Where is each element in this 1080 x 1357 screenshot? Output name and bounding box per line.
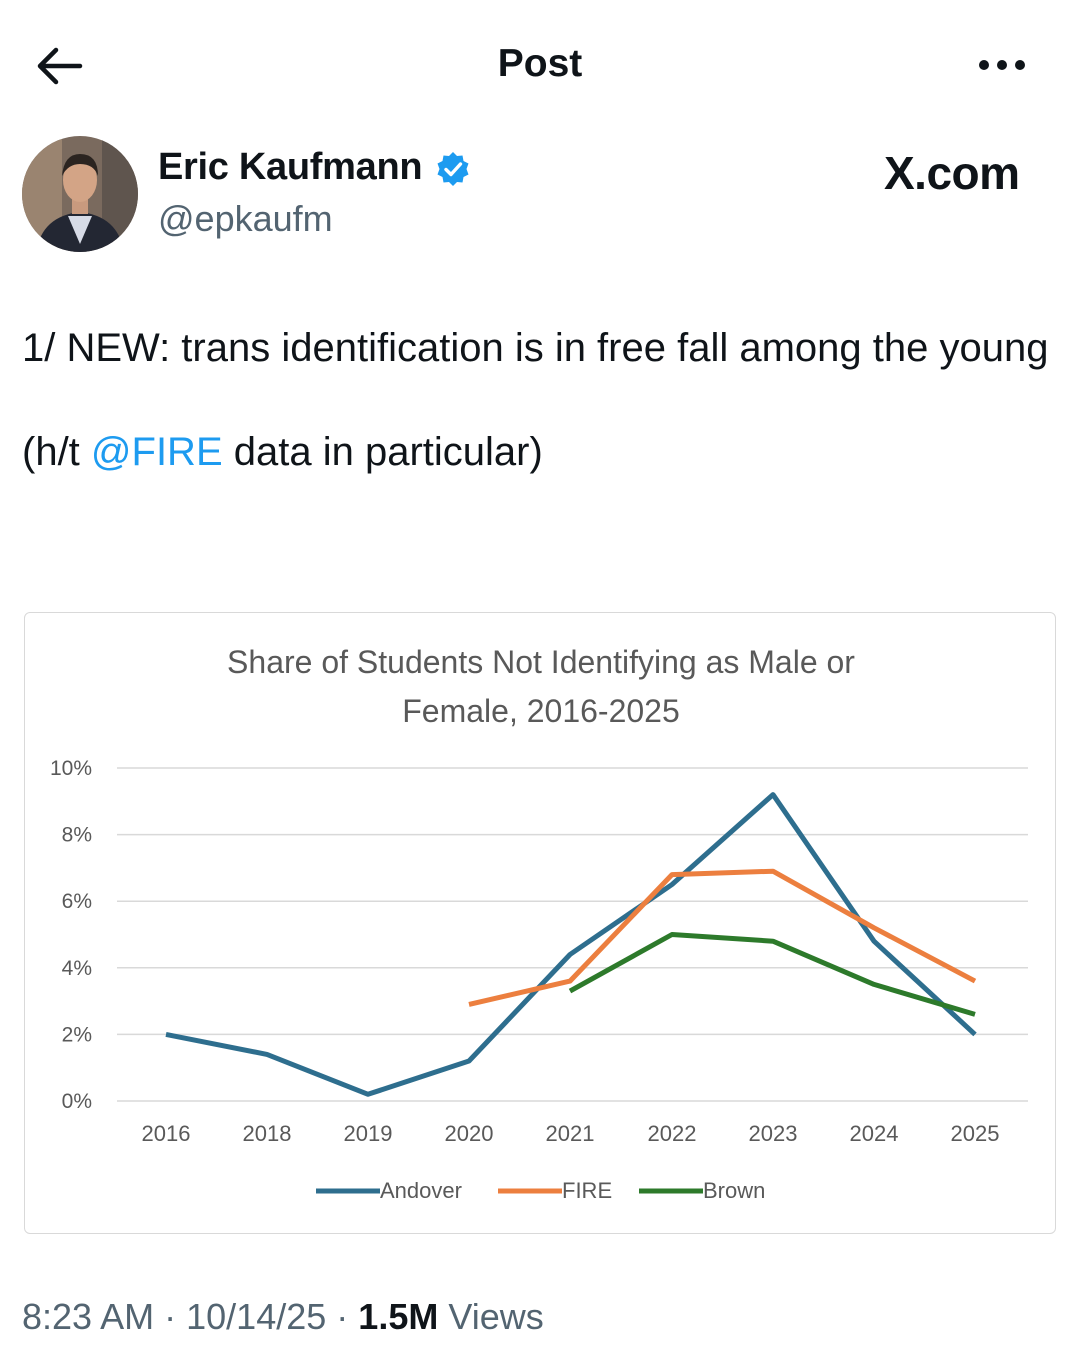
- x-tick-label: 2016: [142, 1121, 191, 1146]
- more-horizontal-icon[interactable]: [972, 50, 1032, 80]
- author-avatar[interactable]: [22, 136, 138, 252]
- x-tick-label: 2023: [749, 1121, 798, 1146]
- legend-label-andover: Andover: [380, 1178, 462, 1203]
- post-text-prefix: (h/t: [22, 430, 91, 474]
- y-tick-label: 8%: [62, 824, 92, 847]
- y-tick-label: 10%: [50, 757, 92, 780]
- author-handle[interactable]: @epkaufm: [158, 198, 333, 239]
- y-tick-label: 4%: [62, 957, 92, 980]
- post-date[interactable]: 10/14/25: [186, 1296, 327, 1337]
- y-tick-label: 0%: [62, 1090, 92, 1113]
- views-label: Views: [448, 1296, 544, 1337]
- x-tick-label: 2024: [850, 1121, 899, 1146]
- post-metadata: 8:23 AM · 10/14/25 · 1.5M Views: [22, 1296, 544, 1338]
- verified-badge-icon: [437, 152, 469, 186]
- legend-label-fire: FIRE: [562, 1178, 612, 1203]
- series-line-brown: [568, 932, 976, 1017]
- x-com-watermark: X.com: [884, 147, 1020, 199]
- x-tick-label: 2021: [546, 1121, 595, 1146]
- post-time[interactable]: 8:23 AM: [22, 1296, 155, 1337]
- chart-image[interactable]: Share of Students Not Identifying as Mal…: [24, 612, 1056, 1234]
- x-tick-label: 2020: [445, 1121, 494, 1146]
- top-bar: Post: [0, 0, 1080, 130]
- series-line-andover: [165, 792, 977, 1097]
- x-tick-label: 2025: [951, 1121, 1000, 1146]
- y-tick-label: 2%: [62, 1023, 92, 1046]
- line-chart: Share of Students Not Identifying as Mal…: [50, 644, 1028, 1203]
- y-tick-label: 6%: [62, 890, 92, 913]
- chart-title-line: Share of Students Not Identifying as Mal…: [227, 644, 855, 680]
- post-text-line-1: 1/ NEW: trans identification is in free …: [22, 326, 1049, 370]
- post-text-suffix: data in particular): [222, 430, 543, 474]
- post-text-line-2: (h/t @FIRE data in particular): [22, 426, 1052, 478]
- separator: ·: [164, 1296, 177, 1337]
- x-tick-label: 2022: [648, 1121, 697, 1146]
- arrow-left-icon[interactable]: [34, 44, 84, 88]
- separator: ·: [336, 1296, 349, 1337]
- page-title: Post: [497, 42, 583, 85]
- post-text: 1/ NEW: trans identification is in free …: [22, 322, 1052, 478]
- series-line-fire: [468, 868, 977, 1007]
- views-count: 1.5M: [358, 1296, 439, 1337]
- mention-link[interactable]: @FIRE: [90, 430, 223, 474]
- x-tick-label: 2018: [243, 1121, 292, 1146]
- chart-title-line: Female, 2016-2025: [402, 693, 680, 729]
- author-name[interactable]: Eric Kaufmann: [158, 146, 423, 188]
- x-tick-label: 2019: [344, 1121, 393, 1146]
- legend-label-brown: Brown: [703, 1178, 765, 1203]
